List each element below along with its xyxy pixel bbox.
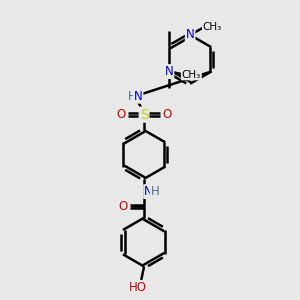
Text: HO: HO	[129, 281, 147, 294]
Text: CH₃: CH₃	[203, 22, 222, 32]
Text: N: N	[165, 65, 173, 78]
Text: H: H	[128, 90, 136, 103]
Text: O: O	[118, 200, 128, 213]
Text: N: N	[144, 185, 153, 198]
Text: N: N	[134, 90, 142, 103]
Text: O: O	[162, 108, 171, 121]
Text: CH₃: CH₃	[182, 70, 201, 80]
Text: N: N	[186, 28, 194, 41]
Text: S: S	[140, 108, 148, 122]
Text: O: O	[117, 108, 126, 121]
Text: H: H	[151, 185, 159, 198]
